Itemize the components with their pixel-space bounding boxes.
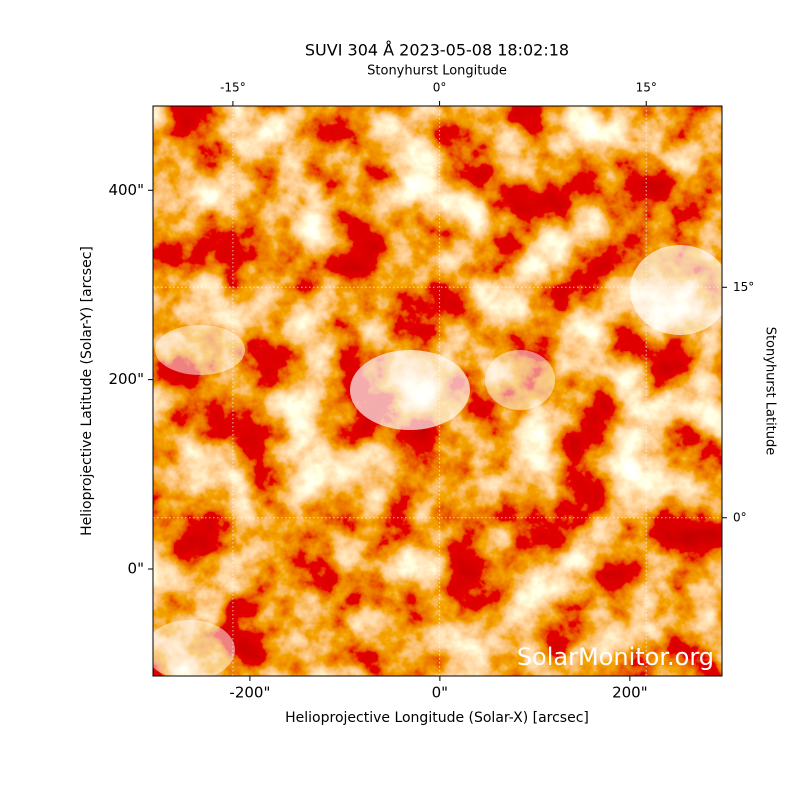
y-tick-label: 0" (128, 560, 144, 578)
y-axis-label: Helioprojective Latitude (Solar-Y) [arcs… (79, 246, 95, 536)
x-tick-label: -200" (229, 684, 270, 702)
y2-axis-label: Stonyhurst Latitude (763, 327, 778, 456)
x-tick-label: 200" (612, 684, 648, 702)
chart-title: SUVI 304 Å 2023-05-08 18:02:18 (305, 41, 569, 60)
grid (153, 106, 722, 676)
y2-tick-label: 15° (733, 280, 754, 294)
x2-tick-label: 15° (636, 81, 657, 95)
x2-axis-label: Stonyhurst Longitude (367, 64, 507, 79)
plot-frame (152, 105, 723, 677)
x2-tick-label: 0° (433, 81, 447, 95)
x2-tick-label: -15° (220, 81, 246, 95)
y-tick-label: 200" (108, 370, 144, 388)
x-axis-label: Helioprojective Longitude (Solar-X) [arc… (285, 710, 589, 726)
y2-tick-label: 0° (733, 510, 747, 524)
x-tick-label: 0" (432, 684, 448, 702)
y-tick-label: 400" (108, 181, 144, 199)
watermark: SolarMonitor.org (517, 643, 714, 671)
